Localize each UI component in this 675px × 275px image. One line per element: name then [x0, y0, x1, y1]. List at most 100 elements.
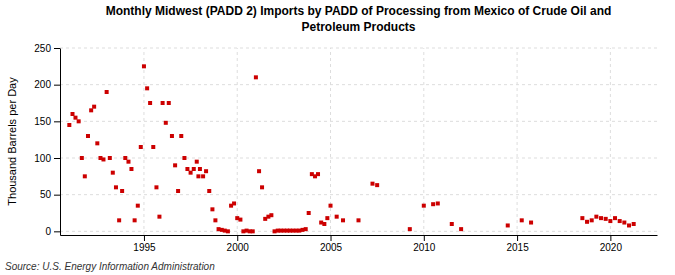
tick-mark — [54, 48, 60, 49]
axis-line — [61, 235, 658, 236]
point — [139, 145, 143, 149]
tick-mark — [517, 235, 518, 241]
grid-line — [610, 48, 611, 235]
tick: 2010 — [413, 235, 436, 253]
point — [251, 229, 255, 233]
points — [67, 64, 635, 233]
point — [83, 174, 87, 178]
point — [622, 221, 626, 225]
tick-label: 200 — [34, 79, 51, 90]
point — [80, 156, 84, 160]
point — [207, 189, 211, 193]
point — [136, 204, 140, 208]
point — [590, 218, 594, 222]
point — [111, 171, 115, 175]
point — [431, 202, 435, 206]
tick-mark — [144, 235, 145, 241]
point — [335, 215, 339, 219]
point — [580, 216, 584, 220]
point — [627, 223, 631, 227]
tick-mark — [237, 235, 238, 241]
point — [101, 157, 105, 161]
point — [108, 156, 112, 160]
point — [375, 183, 379, 187]
tick-label: 2020 — [600, 242, 623, 253]
point — [408, 227, 412, 231]
point — [148, 101, 152, 105]
tick-mark — [610, 235, 611, 241]
point — [129, 167, 133, 171]
point — [105, 90, 109, 94]
tick-label: 150 — [34, 116, 51, 127]
point — [161, 101, 165, 105]
point — [316, 172, 320, 176]
point — [594, 215, 598, 219]
point — [529, 221, 533, 225]
point — [120, 189, 124, 193]
title-line: Petroleum Products — [301, 20, 415, 34]
axis-line — [60, 49, 61, 236]
tick: 50 — [40, 189, 60, 200]
tick: 150 — [34, 116, 60, 127]
tick-mark — [54, 231, 60, 232]
point — [210, 207, 214, 211]
point — [450, 222, 454, 226]
point — [608, 219, 612, 223]
grid-line — [237, 48, 238, 235]
point — [520, 218, 524, 222]
grid-line — [517, 48, 518, 235]
point — [92, 105, 96, 109]
point — [73, 116, 77, 120]
grid-line — [60, 121, 657, 122]
point — [260, 185, 264, 189]
point — [157, 215, 161, 219]
tick: 2000 — [227, 235, 250, 253]
point — [254, 75, 258, 79]
grid-line — [60, 48, 657, 49]
point — [329, 204, 333, 208]
tick: 1995 — [133, 235, 156, 253]
source: Source: U.S. Energy Information Administ… — [5, 261, 215, 272]
tick-label: 250 — [34, 43, 51, 54]
tick-label: 100 — [34, 153, 51, 164]
point — [192, 167, 196, 171]
tick-mark — [54, 85, 60, 86]
point — [585, 220, 589, 224]
tick-label: 2010 — [413, 242, 436, 253]
point — [151, 145, 155, 149]
point — [179, 134, 183, 138]
point — [632, 222, 636, 226]
tick: 250 — [34, 43, 60, 54]
tick-mark — [54, 195, 60, 196]
title-line: Monthly Midwest (PADD 2) Imports by PADD… — [106, 4, 612, 18]
grid-line — [60, 194, 657, 195]
grid-line — [60, 158, 657, 159]
tick-mark — [331, 235, 332, 241]
point — [185, 167, 189, 171]
point — [357, 218, 361, 222]
point — [173, 163, 177, 167]
point — [232, 201, 236, 205]
point — [506, 223, 510, 227]
point — [201, 174, 205, 178]
point — [226, 229, 230, 233]
point — [213, 218, 217, 222]
point — [341, 218, 345, 222]
point — [204, 169, 208, 173]
point — [269, 213, 273, 217]
point — [142, 64, 146, 68]
tick-mark — [424, 235, 425, 241]
point — [604, 217, 608, 221]
point — [89, 108, 93, 112]
point — [167, 101, 171, 105]
chart: 199520002005201020152020050100150200250M… — [0, 0, 675, 275]
point — [67, 123, 71, 127]
point — [436, 201, 440, 205]
y-axis: 0 50 100 150 200 250 — [34, 43, 60, 237]
point — [182, 156, 186, 160]
point — [238, 218, 242, 222]
point — [114, 185, 118, 189]
tick: 0 — [45, 226, 60, 237]
tick-label: 2000 — [227, 242, 250, 253]
tick: 200 — [34, 79, 60, 90]
